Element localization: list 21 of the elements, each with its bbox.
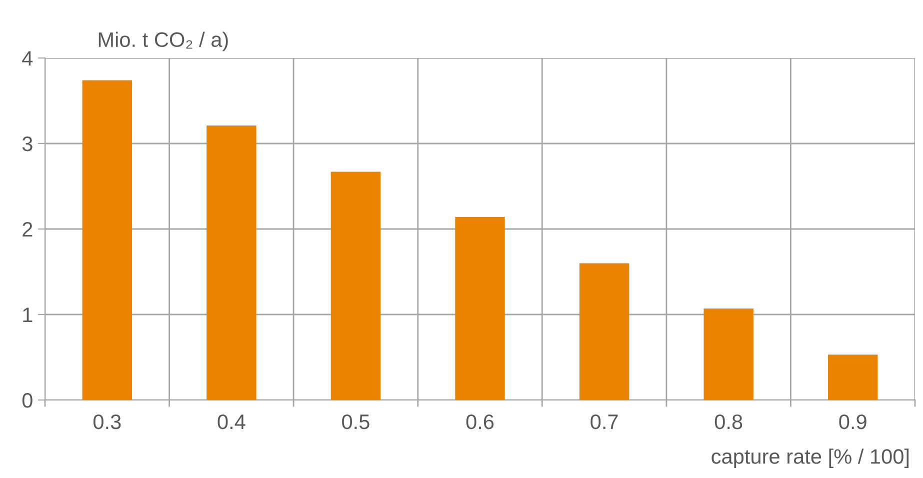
bar — [579, 263, 630, 400]
x-tick-label: 0.9 — [839, 414, 866, 430]
y-tick-label: 1 — [23, 308, 32, 322]
y-tick-label: 0 — [22, 393, 32, 408]
x-axis-title: capture rate [% / 100] — [712, 448, 909, 468]
y-tick-label: 2 — [22, 222, 32, 237]
bar — [704, 308, 754, 400]
x-tick-label: 0.6 — [466, 414, 494, 430]
y-tick-label: 4 — [22, 51, 33, 66]
bar — [455, 217, 505, 400]
bar — [330, 172, 381, 400]
x-tick-label: 0.5 — [342, 414, 370, 430]
bar — [206, 126, 256, 400]
x-tick-label: 0.8 — [714, 414, 742, 430]
bar — [82, 80, 132, 400]
y-tick-label: 3 — [22, 136, 32, 152]
bar — [828, 354, 878, 400]
x-tick-label: 0.3 — [93, 414, 121, 430]
y-axis-title: Mio. t CO₂ / a) — [98, 32, 228, 52]
x-tick-label: 0.4 — [218, 414, 246, 430]
x-tick-label: 0.7 — [590, 414, 618, 430]
